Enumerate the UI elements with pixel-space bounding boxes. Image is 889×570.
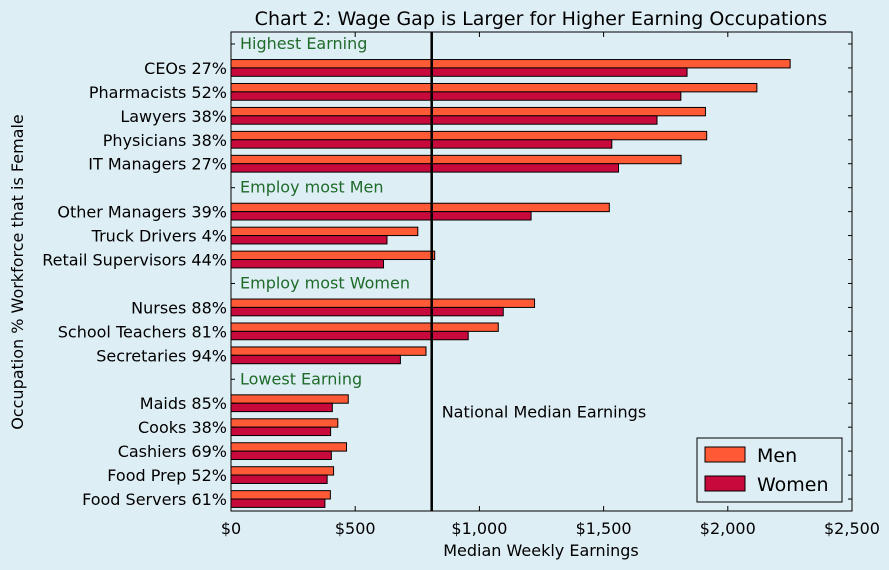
bar-men [230,418,339,428]
bar-men [230,59,791,69]
legend-label-men: Men [757,445,797,467]
bar-men [230,250,436,261]
category-label: Physicians 38% [103,131,227,150]
category-label: Pharmacists 52% [89,83,227,102]
category-label: Food Servers 61% [82,490,227,509]
category-label: Nurses 88% [131,298,227,317]
group-label: Employ most Men [240,178,384,197]
category-label: Retail Supervisors 44% [42,251,227,270]
group-label: Highest Earning [240,34,367,53]
category-label: CEOs 27% [144,59,227,78]
national-median-label: National Median Earnings [442,403,646,422]
bar-women [230,163,620,173]
bar-men [230,130,708,141]
category-label: Cooks 38% [138,418,227,437]
bar-men [230,346,427,356]
legend-swatch-men [704,446,746,463]
group-label: Employ most Women [240,273,410,292]
category-label: School Teachers 81% [58,322,227,341]
bar-women [230,235,388,245]
bar-women [230,330,469,341]
x-tick-label: $2,000 [700,519,756,538]
bar-women [230,498,326,508]
bar-men [230,466,335,476]
bar-women [230,450,332,461]
bar-women [230,402,333,413]
ticks-layer: $0 $500 $1,000 $1,500 $2,000 $2,500 [221,32,880,538]
category-label: Other Managers 39% [57,203,227,222]
x-tick-label: $0 [221,519,241,538]
bar-women [230,67,688,77]
bar-men [230,298,536,308]
bar-men [230,106,706,117]
category-label: IT Managers 27% [88,155,227,174]
bar-men [230,226,419,237]
x-tick-label: $2,500 [824,519,880,538]
bar-men [230,82,758,93]
bar-women [230,115,658,125]
bar-men [230,322,499,332]
bar-women [230,139,613,149]
category-label: Maids 85% [140,394,227,413]
bar-men [230,442,348,452]
bar-men [230,394,349,404]
category-labels: Highest Earning CEOs 27% Pharmacists 52% La… [42,34,410,509]
category-label: Lawyers 38% [120,107,227,126]
bar-women [230,354,401,365]
bar-men [230,154,682,165]
bar-men [230,202,610,213]
bar-women [230,306,504,317]
category-label: Truck Drivers 4% [91,227,227,246]
y-axis-title: Occupation % Workforce that is Female [8,114,27,430]
legend-swatch-women [704,475,746,492]
x-tick-label: $1,000 [451,519,507,538]
bar-women [230,211,532,221]
bar-men [230,490,331,500]
bar-women [230,91,682,101]
x-tick-label: $1,500 [576,519,632,538]
x-tick-label: $500 [335,519,376,538]
bars-layer [230,59,791,508]
bar-women [230,474,328,484]
category-label: Food Prep 52% [107,466,227,485]
bar-women [230,426,332,437]
chart-title: Chart 2: Wage Gap is Larger for Higher E… [255,8,828,30]
bar-women [230,259,385,269]
x-axis-title: Median Weekly Earnings [443,541,639,560]
group-label: Lowest Earning [240,369,362,388]
category-label: Cashiers 69% [118,442,227,461]
legend-label-women: Women [757,474,829,496]
legend: Men Women [696,437,843,503]
category-label: Secretaries 94% [96,346,227,365]
